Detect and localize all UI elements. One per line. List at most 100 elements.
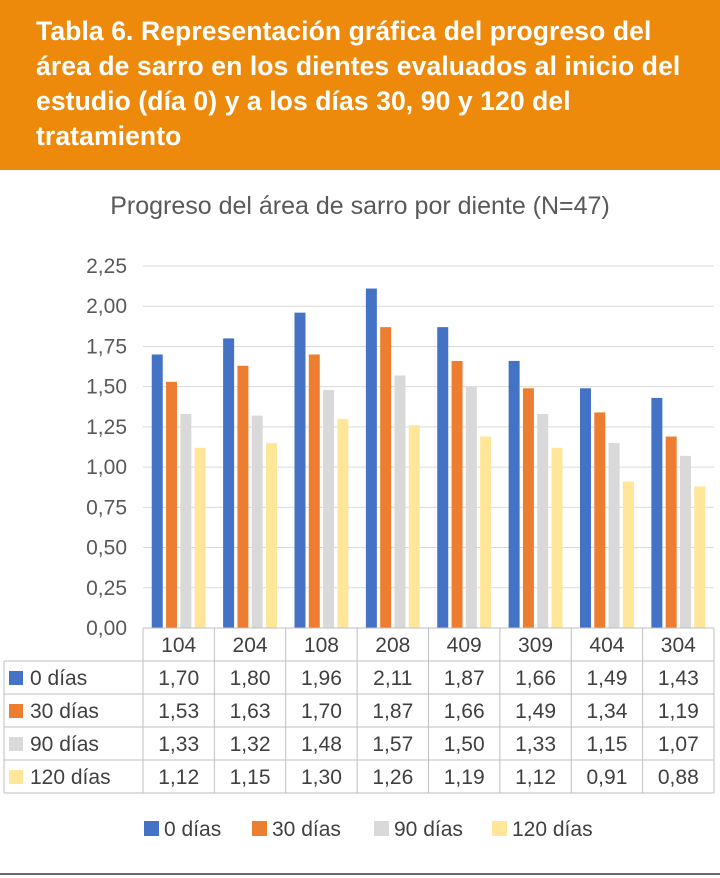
table-legend-key [9,704,23,718]
data-value-label: 1,19 [444,766,485,789]
data-value-label: 1,07 [658,733,699,756]
table-series-label: 30 días [30,700,99,723]
data-value-label: 1,43 [658,667,699,690]
category-label: 108 [304,634,339,657]
bottom-rule [0,873,720,875]
data-value-label: 1,80 [230,667,271,690]
y-tick-label: 1,75 [86,335,127,358]
bar [608,442,620,628]
data-value-label: 0,88 [658,766,699,789]
data-value-label: 2,11 [373,667,412,690]
bar [337,418,349,628]
bar [665,436,677,628]
y-tick-label: 1,00 [86,456,127,479]
y-tick-label: 0,00 [86,617,127,640]
table-legend-key [9,770,23,784]
bar [151,354,163,628]
data-value-label: 1,30 [301,766,342,789]
data-value-label: 1,49 [515,700,556,723]
bar [237,365,249,628]
bar [622,481,634,628]
bar [380,327,392,628]
bar [408,425,420,628]
data-value-label: 1,26 [372,766,413,789]
chart-title: Progreso del área de sarro por diente (N… [110,192,610,220]
bar [480,436,492,628]
bar [166,381,178,628]
data-value-label: 1,87 [372,700,413,723]
y-tick-label: 1,25 [86,416,127,439]
bar [522,388,534,628]
table-series-label: 0 días [30,667,87,690]
category-label: 404 [589,634,624,657]
y-tick-label: 0,25 [86,577,127,600]
legend-label: 30 días [272,818,341,841]
bar [579,388,591,628]
data-value-label: 1,87 [444,667,485,690]
data-value-label: 1,15 [587,733,628,756]
y-tick-label: 2,25 [86,255,127,278]
legend-label: 0 días [164,818,221,841]
legend-swatch [374,821,389,836]
data-value-label: 0,91 [587,766,628,789]
bar [180,414,192,628]
bar [537,414,549,628]
y-tick-label: 1,50 [86,376,127,399]
table-legend-key [9,671,23,685]
data-value-label: 1,48 [301,733,342,756]
legend-label: 90 días [394,818,463,841]
bar [651,397,663,628]
category-label: 309 [518,634,553,657]
data-value-label: 1,66 [515,667,556,690]
bar [679,455,691,628]
y-tick-label: 0,50 [86,537,127,560]
legend-swatch [492,821,507,836]
bar [223,338,235,628]
data-value-label: 1,96 [301,667,342,690]
data-value-label: 1,63 [230,700,271,723]
bar [294,312,306,628]
data-value-label: 1,33 [158,733,199,756]
legend-label: 120 días [512,818,593,841]
y-tick-label: 2,00 [86,295,127,318]
bar [266,442,278,628]
data-value-label: 1,19 [658,700,699,723]
bar [594,412,606,628]
category-label: 409 [447,634,482,657]
data-value-label: 1,70 [158,667,199,690]
table-series-label: 90 días [30,733,99,756]
data-value-label: 1,32 [230,733,271,756]
table-series-label: 120 días [30,766,111,789]
y-tick-label: 0,75 [86,496,127,519]
data-value-label: 1,15 [230,766,271,789]
category-label: 104 [161,634,196,657]
category-label: 304 [661,634,696,657]
category-label: 208 [375,634,410,657]
data-value-label: 1,33 [515,733,556,756]
bar [508,360,520,628]
bar [308,354,320,628]
bar [437,327,449,628]
table-legend-key [9,737,23,751]
data-value-label: 1,53 [158,700,199,723]
bar [323,389,335,628]
bar [194,447,206,628]
data-value-label: 1,70 [301,700,342,723]
table-caption: Tabla 6. Representación gráfica del prog… [36,16,681,151]
bar [694,486,706,628]
legend-swatch [144,821,159,836]
data-value-label: 1,49 [587,667,628,690]
bar [551,447,563,628]
data-value-label: 1,34 [587,700,628,723]
data-value-label: 1,12 [515,766,556,789]
bar [465,386,477,628]
data-value-label: 1,66 [444,700,485,723]
data-value-label: 1,57 [372,733,413,756]
header-banner: Tabla 6. Representación gráfica del prog… [0,0,720,170]
bar [251,415,263,628]
bar [365,288,377,628]
data-value-label: 1,50 [444,733,485,756]
bar [451,360,463,628]
bar [394,375,406,628]
